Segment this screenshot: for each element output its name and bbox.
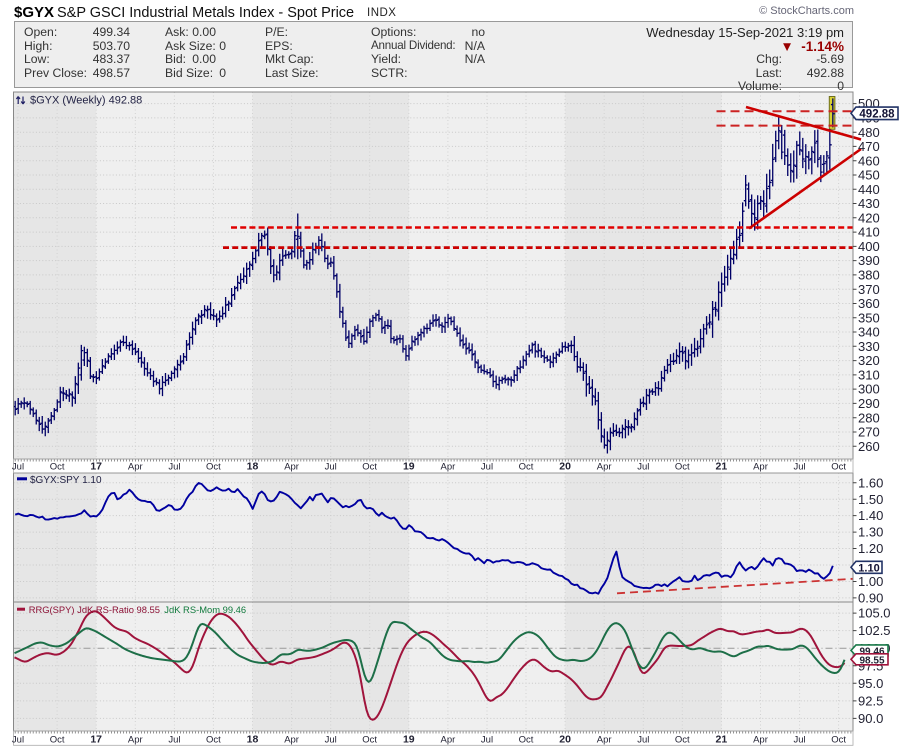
svg-text:370: 370 xyxy=(858,282,880,297)
svg-text:Jul: Jul xyxy=(168,734,180,745)
svg-text:18: 18 xyxy=(247,733,259,745)
svg-text:Apr: Apr xyxy=(284,734,299,745)
svg-text:Apr: Apr xyxy=(597,734,612,745)
svg-text:20: 20 xyxy=(559,733,571,745)
svg-text:Oct: Oct xyxy=(206,461,221,472)
svg-text:Oct: Oct xyxy=(519,461,534,472)
svg-text:320: 320 xyxy=(858,353,880,368)
svg-text:Apr: Apr xyxy=(753,461,768,472)
svg-text:Apr: Apr xyxy=(128,734,143,745)
svg-text:Jul: Jul xyxy=(168,461,180,472)
svg-text:19: 19 xyxy=(403,733,415,745)
svg-text:Oct: Oct xyxy=(362,461,377,472)
svg-text:Jul: Jul xyxy=(637,461,649,472)
svg-text:Jul: Jul xyxy=(12,461,24,472)
svg-text:480: 480 xyxy=(858,125,880,140)
svg-text:21: 21 xyxy=(716,460,728,472)
svg-text:95.0: 95.0 xyxy=(858,676,883,691)
svg-text:420: 420 xyxy=(858,210,880,225)
svg-text:Apr: Apr xyxy=(128,461,143,472)
svg-text:280: 280 xyxy=(858,410,880,425)
svg-text:17: 17 xyxy=(90,733,102,745)
svg-text:Oct: Oct xyxy=(675,734,690,745)
svg-text:300: 300 xyxy=(858,382,880,397)
svg-text:330: 330 xyxy=(858,339,880,354)
svg-text:RRG(SPY) JdK RS-Ratio 98.55: RRG(SPY) JdK RS-Ratio 98.55 xyxy=(29,604,160,615)
svg-text:390: 390 xyxy=(858,253,880,268)
svg-text:105.0: 105.0 xyxy=(858,606,891,621)
svg-text:18: 18 xyxy=(247,460,259,472)
svg-text:Oct: Oct xyxy=(519,734,534,745)
svg-text:92.5: 92.5 xyxy=(858,694,883,709)
svg-text:98.55: 98.55 xyxy=(859,656,884,667)
svg-text:Oct: Oct xyxy=(50,461,65,472)
svg-text:1.10: 1.10 xyxy=(858,563,879,575)
svg-text:$GYX:SPY 1.10: $GYX:SPY 1.10 xyxy=(30,475,102,486)
svg-text:410: 410 xyxy=(858,225,880,240)
svg-text:Jul: Jul xyxy=(794,734,806,745)
svg-text:310: 310 xyxy=(858,368,880,383)
svg-text:90.0: 90.0 xyxy=(858,711,883,726)
svg-text:Oct: Oct xyxy=(206,734,221,745)
svg-text:17: 17 xyxy=(90,460,102,472)
svg-text:Apr: Apr xyxy=(284,461,299,472)
svg-text:Jul: Jul xyxy=(794,461,806,472)
svg-text:1.50: 1.50 xyxy=(858,492,883,507)
svg-text:430: 430 xyxy=(858,196,880,211)
svg-text:380: 380 xyxy=(858,268,880,283)
svg-text:19: 19 xyxy=(403,460,415,472)
svg-text:1.60: 1.60 xyxy=(858,475,883,490)
svg-text:440: 440 xyxy=(858,182,880,197)
svg-text:Oct: Oct xyxy=(362,734,377,745)
svg-text:470: 470 xyxy=(858,139,880,154)
svg-text:1.30: 1.30 xyxy=(858,525,883,540)
svg-text:260: 260 xyxy=(858,439,880,454)
svg-text:Apr: Apr xyxy=(753,734,768,745)
svg-text:Jul: Jul xyxy=(481,734,493,745)
svg-text:450: 450 xyxy=(858,168,880,183)
svg-text:Jul: Jul xyxy=(325,734,337,745)
svg-text:99.46: 99.46 xyxy=(859,647,884,658)
svg-text:1.00: 1.00 xyxy=(858,574,883,589)
svg-text:1.40: 1.40 xyxy=(858,508,883,523)
svg-text:340: 340 xyxy=(858,325,880,340)
svg-text:1.20: 1.20 xyxy=(858,541,883,556)
svg-text:492.88: 492.88 xyxy=(859,109,895,121)
svg-text:400: 400 xyxy=(858,239,880,254)
svg-text:Jul: Jul xyxy=(12,734,24,745)
svg-text:460: 460 xyxy=(858,153,880,168)
svg-text:102.5: 102.5 xyxy=(858,623,891,638)
svg-text:Oct: Oct xyxy=(831,734,846,745)
svg-text:Apr: Apr xyxy=(441,461,456,472)
svg-text:Apr: Apr xyxy=(597,461,612,472)
svg-text:Apr: Apr xyxy=(441,734,456,745)
svg-text:$GYX (Weekly) 492.88: $GYX (Weekly) 492.88 xyxy=(30,95,142,107)
svg-text:JdK RS-Mom 99.46: JdK RS-Mom 99.46 xyxy=(164,604,246,615)
svg-text:350: 350 xyxy=(858,310,880,325)
svg-text:360: 360 xyxy=(858,296,880,311)
svg-text:Jul: Jul xyxy=(325,461,337,472)
svg-text:Jul: Jul xyxy=(637,734,649,745)
svg-text:Jul: Jul xyxy=(481,461,493,472)
svg-text:0.90: 0.90 xyxy=(858,591,883,606)
svg-text:20: 20 xyxy=(559,460,571,472)
svg-text:21: 21 xyxy=(716,733,728,745)
svg-text:Oct: Oct xyxy=(675,461,690,472)
svg-text:270: 270 xyxy=(858,425,880,440)
svg-text:Oct: Oct xyxy=(50,734,65,745)
svg-text:Oct: Oct xyxy=(831,461,846,472)
svg-text:290: 290 xyxy=(858,396,880,411)
